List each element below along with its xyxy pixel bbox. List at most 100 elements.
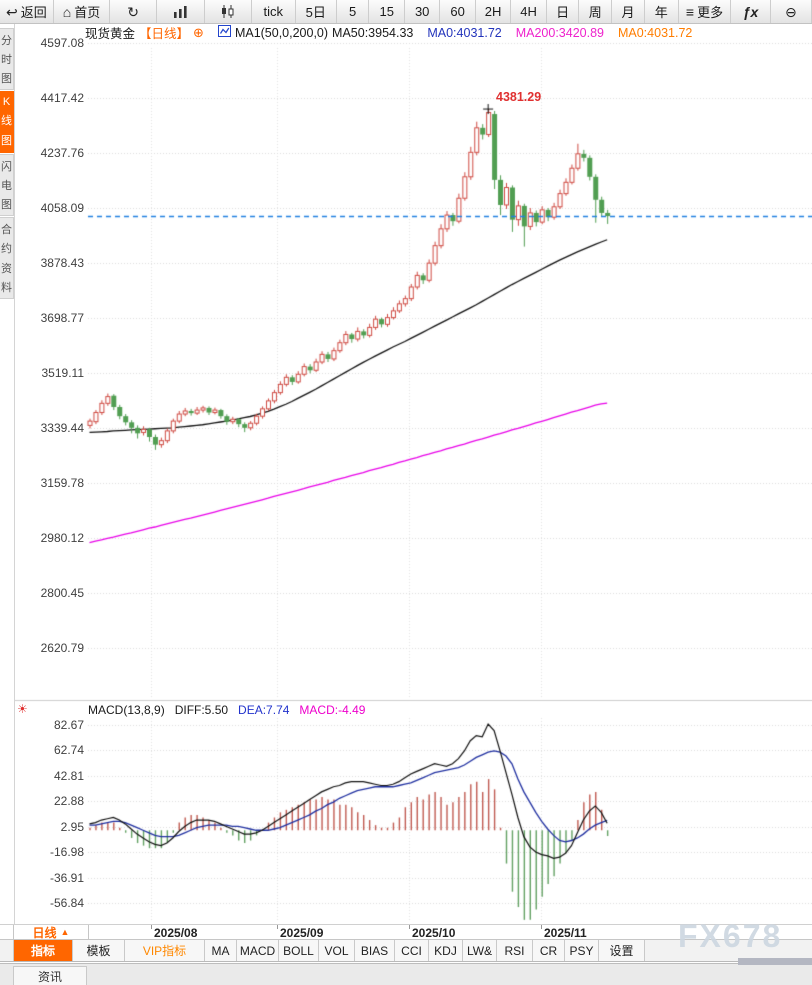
indicator-tab-[interactable]: 指标 xyxy=(13,940,73,961)
period-month[interactable]: 月 xyxy=(612,0,645,23)
time-axis-tick xyxy=(541,925,542,929)
time-axis-label: 2025/11 xyxy=(544,926,587,940)
kline-chart-button[interactable] xyxy=(205,0,252,23)
home-icon: ⌂ xyxy=(62,3,72,20)
period-15min[interactable]: 15 xyxy=(369,0,405,23)
back-button[interactable]: ↩ 返回 xyxy=(0,0,54,23)
period-2h[interactable]: 2H xyxy=(476,0,512,23)
time-axis-tick xyxy=(277,925,278,929)
fx-icon: ƒx xyxy=(742,3,759,20)
period-day-label: 日 xyxy=(556,5,570,20)
macd-header: MACD(13,8,9) DIFF:5.50 DEA:7.74 MACD:-4.… xyxy=(88,703,365,717)
period-15min-label: 15 xyxy=(379,4,394,19)
indicator-tab-boll[interactable]: BOLL xyxy=(279,940,319,961)
indicator-tab-macd[interactable]: MACD xyxy=(237,940,279,961)
sidebar-tab-minute-chart[interactable]: 分时图 xyxy=(0,28,14,90)
horizontal-scrollbar[interactable] xyxy=(738,958,812,965)
ma-params-label: MA1(50,0,200,0) xyxy=(234,25,329,40)
refresh-button[interactable]: ↻ xyxy=(110,0,157,23)
bar-chart-icon xyxy=(172,5,190,18)
price-axis-label: 4597.08 xyxy=(40,36,84,50)
line-chart-button[interactable] xyxy=(157,0,206,23)
macd-params-label: MACD(13,8,9) xyxy=(88,703,165,717)
macd-hist-value: MACD:-4.49 xyxy=(299,703,366,717)
fx-indicator-button[interactable]: ƒx xyxy=(731,0,771,23)
bottom-bar: 资讯 xyxy=(0,963,812,985)
price-axis-label: 4237.76 xyxy=(40,145,84,160)
sidebar-tab-lightning-chart[interactable]: 闪电图 xyxy=(0,154,14,216)
back-arrow-icon: ↩ xyxy=(6,3,18,20)
triangle-up-icon: ▲ xyxy=(60,927,70,937)
period-selector-label: 日线 xyxy=(32,925,57,940)
indicator-tab-ma[interactable]: MA xyxy=(205,940,237,961)
period-5day-label: 5日 xyxy=(305,5,326,20)
macd-axis-label: 22.88 xyxy=(53,794,84,808)
macd-axis-label: -36.91 xyxy=(49,870,84,885)
price-axis-label: 2620.79 xyxy=(40,640,84,655)
indicator-tab-kdj[interactable]: KDJ xyxy=(429,940,463,961)
period-2h-label: 2H xyxy=(484,4,502,19)
menu-icon: ≡ xyxy=(685,3,695,20)
circle-plus-icon[interactable]: ⊕ xyxy=(193,24,204,40)
refresh-icon: ↻ xyxy=(127,3,140,20)
price-axis-label: 3698.77 xyxy=(40,310,84,325)
macd-axis-label: 82.67 xyxy=(53,717,84,732)
period-month-label: 月 xyxy=(621,5,635,20)
indicator-tab-bar: 指标 模板 VIP指标 MA MACD BOLL VOL BIAS CCI KDJ LW& RSI CR… xyxy=(0,940,812,962)
indicator-tab-[interactable]: 模板 xyxy=(73,940,125,961)
indicator-tab-vip[interactable]: VIP指标 xyxy=(125,940,205,961)
period-week-label: 周 xyxy=(588,5,602,20)
period-tick[interactable]: tick xyxy=(252,0,296,23)
indicator-tab-bias[interactable]: BIAS xyxy=(355,940,395,961)
sidebar-tab-contract-info[interactable]: 合约资料 xyxy=(0,217,14,299)
price-axis-label: 4058.09 xyxy=(40,200,84,215)
more-button[interactable]: ≡ 更多 xyxy=(679,0,732,23)
macd-diff-value: DIFF:5.50 xyxy=(174,703,229,717)
candlestick-icon xyxy=(220,5,236,18)
home-button[interactable]: ⌂ 首页 xyxy=(54,0,111,23)
period-day[interactable]: 日 xyxy=(547,0,580,23)
indicator-tab-lw[interactable]: LW& xyxy=(463,940,497,961)
indicator-settings-icon[interactable]: ☀ xyxy=(17,702,28,716)
time-axis-label: 2025/08 xyxy=(154,926,198,940)
indicator-tab-rsi[interactable]: RSI xyxy=(497,940,533,961)
zoom-out-icon: ⊖ xyxy=(785,3,797,20)
time-axis-tick xyxy=(151,925,152,929)
more-button-label: 更多 xyxy=(697,5,724,20)
macd-axis-label: -56.84 xyxy=(49,896,84,910)
period-5min[interactable]: 5 xyxy=(337,0,370,23)
price-axis-label: 3159.78 xyxy=(40,475,84,490)
period-tag: 【日线】 xyxy=(139,27,190,41)
period-year-label: 年 xyxy=(654,5,668,20)
indicator-tab-[interactable]: 设置 xyxy=(599,940,645,961)
period-30min[interactable]: 30 xyxy=(405,0,441,23)
period-5min-label: 5 xyxy=(349,4,357,19)
ma200-value: MA200:3420.89 xyxy=(515,25,604,40)
period-4h-label: 4H xyxy=(520,4,537,19)
zoom-out-button[interactable]: ⊖ xyxy=(771,0,812,23)
ma50-value: MA50:3954.33 xyxy=(332,25,414,40)
tab-news[interactable]: 资讯 xyxy=(13,966,87,985)
indicator-tab-cci[interactable]: CCI xyxy=(395,940,429,961)
period-selector[interactable]: 日线 ▲ xyxy=(13,925,89,940)
indicator-tab-cr[interactable]: CR xyxy=(533,940,565,961)
ma0-blue-value: MA0:4031.72 xyxy=(427,25,502,40)
period-5day[interactable]: 5日 xyxy=(296,0,337,23)
period-4h[interactable]: 4H xyxy=(511,0,547,23)
price-axis-label: 3339.44 xyxy=(40,420,84,435)
home-button-label: 首页 xyxy=(74,5,101,20)
period-week[interactable]: 周 xyxy=(579,0,613,23)
period-year[interactable]: 年 xyxy=(645,0,679,23)
price-axis-label: 4417.42 xyxy=(40,90,84,105)
price-axis-label: 2980.12 xyxy=(40,530,84,545)
macd-axis-label: 62.74 xyxy=(53,743,84,757)
period-60min[interactable]: 60 xyxy=(440,0,476,23)
indicator-tab-psy[interactable]: PSY xyxy=(565,940,599,961)
indicator-tab-vol[interactable]: VOL xyxy=(319,940,355,961)
macd-axis-label: -16.98 xyxy=(49,845,84,859)
price-axis-label: 3519.11 xyxy=(41,365,85,380)
